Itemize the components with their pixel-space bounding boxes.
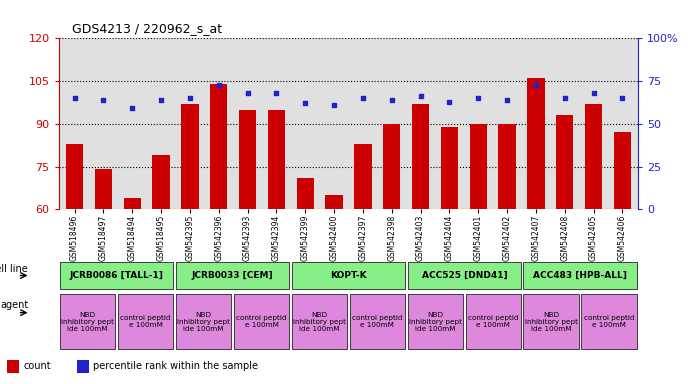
Bar [524, 262, 637, 289]
Bar [124, 198, 141, 209]
Bar [176, 294, 231, 349]
Bar [412, 104, 429, 209]
Bar [297, 178, 314, 209]
Bar [118, 294, 173, 349]
Point [299, 100, 310, 106]
Text: control peptid
e 100mM: control peptid e 100mM [468, 315, 519, 328]
Point [588, 90, 599, 96]
Bar [176, 262, 289, 289]
Bar [66, 144, 83, 209]
Point [98, 97, 109, 103]
Text: agent: agent [0, 300, 28, 310]
Text: count: count [23, 361, 51, 371]
Text: control peptid
e 100mM: control peptid e 100mM [584, 315, 635, 328]
Point [127, 105, 138, 111]
Text: NBD
inhibitory pept
ide 100mM: NBD inhibitory pept ide 100mM [177, 311, 230, 332]
Point [415, 93, 426, 99]
Bar [292, 262, 405, 289]
Bar [268, 109, 285, 209]
Bar [556, 115, 573, 209]
Bar [582, 294, 637, 349]
Text: JCRB0033 [CEM]: JCRB0033 [CEM] [192, 271, 273, 280]
Text: JCRB0086 [TALL-1]: JCRB0086 [TALL-1] [70, 271, 164, 280]
Bar [408, 262, 521, 289]
Bar [613, 132, 631, 209]
Point [69, 95, 80, 101]
Bar [292, 294, 347, 349]
Bar [527, 78, 544, 209]
Point [155, 97, 166, 103]
Bar [210, 84, 227, 209]
Point [386, 97, 397, 103]
Text: NBD
inhibitory pept
ide 100mM: NBD inhibitory pept ide 100mM [293, 311, 346, 332]
Text: NBD
inhibitory pept
ide 100mM: NBD inhibitory pept ide 100mM [61, 311, 114, 332]
Point [328, 102, 339, 108]
Point [357, 95, 368, 101]
Point [213, 81, 224, 88]
Bar [354, 144, 371, 209]
Bar [60, 262, 173, 289]
Bar [498, 124, 515, 209]
Point [531, 81, 542, 88]
Bar [441, 127, 458, 209]
Text: percentile rank within the sample: percentile rank within the sample [93, 361, 258, 371]
Bar [350, 294, 405, 349]
Text: control peptid
e 100mM: control peptid e 100mM [120, 315, 171, 328]
Point [242, 90, 253, 96]
Bar [408, 294, 463, 349]
Bar [7, 359, 19, 372]
Text: cell line: cell line [0, 264, 28, 274]
Bar [466, 294, 521, 349]
Point [444, 99, 455, 105]
Bar [60, 294, 115, 349]
Bar [239, 109, 256, 209]
Point [473, 95, 484, 101]
Text: GDS4213 / 220962_s_at: GDS4213 / 220962_s_at [72, 22, 223, 35]
Point [271, 90, 282, 96]
Text: NBD
inhibitory pept
ide 100mM: NBD inhibitory pept ide 100mM [409, 311, 462, 332]
Bar [234, 294, 289, 349]
Text: control peptid
e 100mM: control peptid e 100mM [352, 315, 403, 328]
Bar [470, 124, 487, 209]
Bar [524, 294, 579, 349]
Text: control peptid
e 100mM: control peptid e 100mM [236, 315, 287, 328]
Bar [152, 155, 170, 209]
Text: ACC525 [DND41]: ACC525 [DND41] [422, 271, 507, 280]
Bar [585, 104, 602, 209]
Bar [181, 104, 199, 209]
Bar [383, 124, 400, 209]
Text: NBD
inhibitory pept
ide 100mM: NBD inhibitory pept ide 100mM [525, 311, 578, 332]
Text: ACC483 [HPB-ALL]: ACC483 [HPB-ALL] [533, 271, 627, 280]
Point [502, 97, 513, 103]
Text: KOPT-K: KOPT-K [330, 271, 367, 280]
Point [184, 95, 195, 101]
Point [559, 95, 570, 101]
Bar [326, 195, 343, 209]
Point [617, 95, 628, 101]
Bar [95, 169, 112, 209]
Bar [77, 359, 89, 372]
